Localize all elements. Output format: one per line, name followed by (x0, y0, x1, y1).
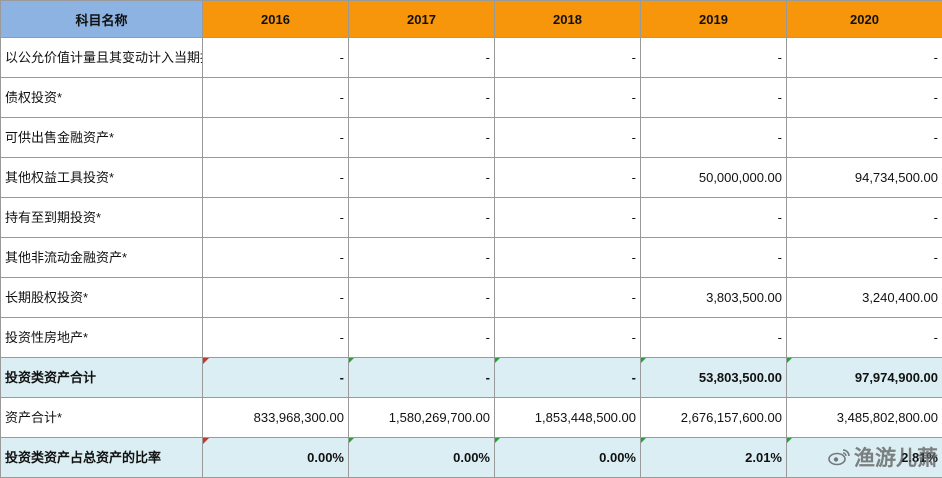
cell-value[interactable]: - (786, 77, 942, 118)
ratio-cell[interactable]: 2.81% (786, 437, 942, 478)
cell-value[interactable]: - (348, 37, 495, 78)
row-label[interactable]: 债权投资* (0, 77, 203, 118)
cell-value[interactable]: - (202, 197, 349, 238)
row-label[interactable]: 其他非流动金融资产* (0, 237, 203, 278)
cell-value[interactable]: - (640, 237, 787, 278)
cell-value[interactable]: 50,000,000.00 (640, 157, 787, 198)
table-row: 长期股权投资* - - - 3,803,500.00 3,240,400.00 (0, 277, 942, 318)
row-label[interactable]: 可供出售金融资产* (0, 117, 203, 158)
cell-value[interactable]: - (348, 317, 495, 358)
total-cell[interactable]: 3,485,802,800.00 (786, 397, 942, 438)
cell-value[interactable]: - (494, 37, 641, 78)
cell-value[interactable]: - (202, 37, 349, 78)
cell-value[interactable]: - (640, 197, 787, 238)
column-header-2020[interactable]: 2020 (786, 0, 942, 38)
row-label[interactable]: 其他权益工具投资* (0, 157, 203, 198)
ratio-label[interactable]: 投资类资产占总资产的比率 (0, 437, 203, 478)
cell-value[interactable]: - (786, 237, 942, 278)
column-header-2018[interactable]: 2018 (494, 0, 641, 38)
total-cell[interactable]: 1,580,269,700.00 (348, 397, 495, 438)
table-row: 可供出售金融资产* - - - - - (0, 117, 942, 158)
header-row: 科目名称 2016 2017 2018 2019 2020 (0, 0, 942, 38)
cell-value[interactable]: - (640, 117, 787, 158)
cell-value[interactable]: - (494, 237, 641, 278)
total-cell[interactable]: 2,676,157,600.00 (640, 397, 787, 438)
cell-value[interactable]: - (494, 77, 641, 118)
cell-value[interactable]: - (202, 277, 349, 318)
subtotal-row: 投资类资产合计 - - - 53,803,500.00 97,974,900.0… (0, 357, 942, 398)
ratio-cell[interactable]: 0.00% (494, 437, 641, 478)
cell-value[interactable]: - (348, 77, 495, 118)
cell-value[interactable]: - (348, 197, 495, 238)
cell-value[interactable]: - (202, 117, 349, 158)
weibo-icon (828, 448, 850, 466)
subtotal-label[interactable]: 投资类资产合计 (0, 357, 203, 398)
cell-value[interactable]: - (494, 117, 641, 158)
cell-value[interactable]: - (348, 277, 495, 318)
cell-value[interactable]: - (640, 317, 787, 358)
table-row: 投资性房地产* - - - - - (0, 317, 942, 358)
cell-value[interactable]: - (494, 197, 641, 238)
cell-value[interactable]: - (786, 317, 942, 358)
column-header-2019[interactable]: 2019 (640, 0, 787, 38)
cell-value[interactable]: - (202, 157, 349, 198)
watermark-text: 渔游儿萧 (854, 447, 938, 470)
cell-value[interactable]: - (640, 37, 787, 78)
column-header-label[interactable]: 科目名称 (0, 0, 203, 38)
column-header-2017[interactable]: 2017 (348, 0, 495, 38)
subtotal-cell[interactable]: - (348, 357, 495, 398)
table-row: 债权投资* - - - - - (0, 77, 942, 118)
column-header-2016[interactable]: 2016 (202, 0, 349, 38)
subtotal-cell[interactable]: 53,803,500.00 (640, 357, 787, 398)
ratio-cell[interactable]: 2.01% (640, 437, 787, 478)
cell-value[interactable]: - (494, 277, 641, 318)
table-row: 持有至到期投资* - - - - - (0, 197, 942, 238)
total-cell[interactable]: 1,853,448,500.00 (494, 397, 641, 438)
cell-value[interactable]: - (202, 77, 349, 118)
watermark: 渔游儿萧 (828, 442, 938, 472)
cell-value[interactable]: - (786, 117, 942, 158)
subtotal-cell[interactable]: - (494, 357, 641, 398)
row-label[interactable]: 长期股权投资* (0, 277, 203, 318)
cell-value[interactable]: - (786, 37, 942, 78)
cell-value[interactable]: 3,240,400.00 (786, 277, 942, 318)
cell-value[interactable]: - (786, 197, 942, 238)
row-label[interactable]: 以公允价值计量且其变动计入当期损益的金融资产* (0, 37, 203, 78)
ratio-cell[interactable]: 0.00% (202, 437, 349, 478)
cell-value[interactable]: - (494, 157, 641, 198)
ratio-row: 投资类资产占总资产的比率 0.00% 0.00% 0.00% 2.01% 2.8… (0, 437, 942, 478)
total-label[interactable]: 资产合计* (0, 397, 203, 438)
table-row: 其他非流动金融资产* - - - - - (0, 237, 942, 278)
cell-value[interactable]: - (348, 157, 495, 198)
table-row: 以公允价值计量且其变动计入当期损益的金融资产* - - - - - (0, 37, 942, 78)
subtotal-cell[interactable]: - (202, 357, 349, 398)
cell-value[interactable]: - (494, 317, 641, 358)
cell-value[interactable]: - (348, 117, 495, 158)
cell-value[interactable]: 3,803,500.00 (640, 277, 787, 318)
cell-value[interactable]: - (348, 237, 495, 278)
row-label[interactable]: 持有至到期投资* (0, 197, 203, 238)
total-row: 资产合计* 833,968,300.00 1,580,269,700.00 1,… (0, 397, 942, 438)
row-label[interactable]: 投资性房地产* (0, 317, 203, 358)
subtotal-cell[interactable]: 97,974,900.00 (786, 357, 942, 398)
cell-value[interactable]: 94,734,500.00 (786, 157, 942, 198)
cell-value[interactable]: - (640, 77, 787, 118)
total-cell[interactable]: 833,968,300.00 (202, 397, 349, 438)
table-row: 其他权益工具投资* - - - 50,000,000.00 94,734,500… (0, 157, 942, 198)
cell-value[interactable]: - (202, 237, 349, 278)
ratio-cell[interactable]: 0.00% (348, 437, 495, 478)
cell-value[interactable]: - (202, 317, 349, 358)
